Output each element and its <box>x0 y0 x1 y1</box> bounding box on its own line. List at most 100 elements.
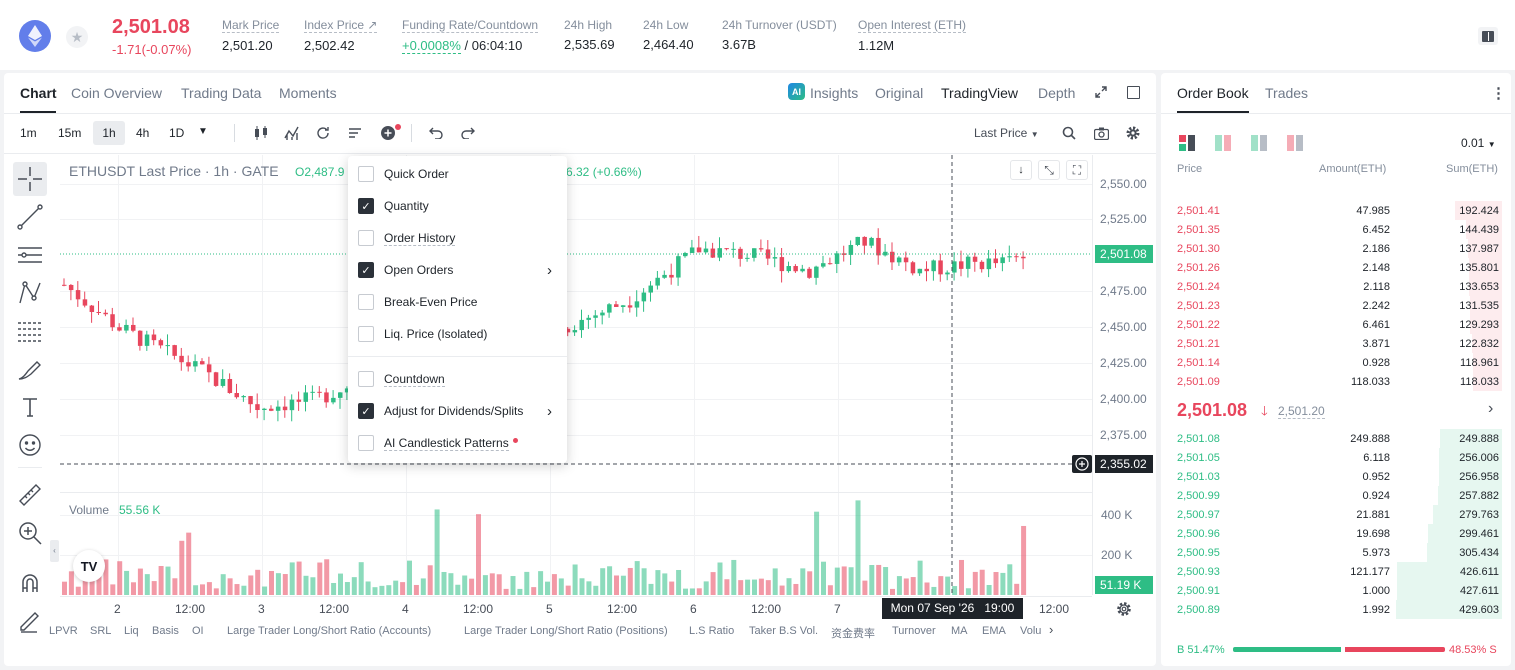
ask-row[interactable]: 2,501.35 6.452 144.439 <box>1168 220 1502 239</box>
refresh-icon[interactable] <box>314 124 332 142</box>
tab-depth[interactable]: Depth <box>1038 85 1076 101</box>
stat-label[interactable]: Open Interest (ETH) <box>858 18 967 33</box>
view-asks-icon[interactable] <box>1251 135 1267 154</box>
window-icon[interactable] <box>1127 86 1140 99</box>
menu-item-countdown[interactable]: Countdown <box>358 371 445 387</box>
pattern-icon[interactable] <box>16 279 44 310</box>
interval-1d[interactable]: 1D <box>169 126 185 140</box>
ask-row[interactable]: 2,501.41 47.985 192.424 <box>1168 201 1502 220</box>
template-icon[interactable] <box>346 124 364 142</box>
maximize-icon[interactable]: ⛶ <box>1066 160 1088 180</box>
indicator-lpvr[interactable]: LPVR <box>49 625 78 637</box>
more-options-icon[interactable]: ⋮ <box>1491 85 1506 102</box>
bid-row[interactable]: 2,500.96 19.698 299.461 <box>1168 524 1502 543</box>
interval-dropdown-icon[interactable]: ▼ <box>198 126 208 137</box>
tab-order-book[interactable]: Order Book <box>1177 85 1249 101</box>
collapse-icon[interactable]: ⤡ <box>1038 160 1060 180</box>
indicator-liq[interactable]: Liq <box>124 625 139 637</box>
magnet-icon[interactable] <box>16 570 44 601</box>
view-sells-icon[interactable] <box>1287 135 1303 154</box>
checkbox-checked[interactable]: ✓ <box>358 198 374 214</box>
tab-insights[interactable]: Insights <box>810 85 859 101</box>
bid-row[interactable]: 2,500.99 0.924 257.882 <box>1168 486 1502 505</box>
mid-mark-price[interactable]: 2,501.20 <box>1278 404 1325 419</box>
interval-1m[interactable]: 1m <box>20 126 37 140</box>
ask-row[interactable]: 2,501.14 0.928 118.961 <box>1168 353 1502 372</box>
bid-row[interactable]: 2,500.91 1.000 427.611 <box>1168 581 1502 600</box>
text-tool-icon[interactable] <box>16 393 44 424</box>
bid-row[interactable]: 2,500.97 21.881 279.763 <box>1168 505 1502 524</box>
menu-item-open-orders[interactable]: ✓ Open Orders › <box>358 262 558 279</box>
checkbox[interactable] <box>358 371 374 387</box>
pencil-lock-icon[interactable] <box>16 606 44 637</box>
undo-icon[interactable] <box>427 124 445 142</box>
precision-select[interactable]: 0.01 ▼ <box>1461 136 1496 150</box>
indicator-taker-vol[interactable]: Taker B.S Vol. <box>749 625 819 637</box>
search-icon[interactable] <box>1061 125 1077 141</box>
tab-tradingview[interactable]: TradingView <box>941 85 1019 101</box>
add-plus-icon[interactable] <box>379 124 397 142</box>
add-order-icon[interactable] <box>1072 455 1092 473</box>
ask-row[interactable]: 2,501.09 118.033 118.033 <box>1168 372 1502 391</box>
emoji-icon[interactable] <box>16 431 44 462</box>
ask-row[interactable]: 2,501.26 2.148 135.801 <box>1168 258 1502 277</box>
ask-row[interactable]: 2,501.22 6.461 129.293 <box>1168 315 1502 334</box>
indicator-ls-accounts[interactable]: Large Trader Long/Short Ratio (Accounts) <box>227 625 432 637</box>
candlestick-type-icon[interactable] <box>252 124 270 142</box>
ruler-icon[interactable] <box>16 481 44 512</box>
bid-row[interactable]: 2,500.95 5.973 305.434 <box>1168 543 1502 562</box>
menu-item-ai-candlestick[interactable]: AI Candlestick Patterns <box>358 435 518 451</box>
interval-4h[interactable]: 4h <box>136 126 150 140</box>
indicators-icon[interactable] <box>283 124 301 142</box>
indicator-funding-rate[interactable]: 资金费率 <box>831 628 875 640</box>
menu-item-order-history[interactable]: Order History <box>358 230 456 246</box>
chevron-right-icon[interactable]: › <box>1049 622 1054 637</box>
checkbox[interactable] <box>358 230 374 246</box>
checkbox-checked[interactable]: ✓ <box>358 403 374 419</box>
menu-item-quantity[interactable]: ✓ Quantity <box>358 198 429 214</box>
tab-trading-data[interactable]: Trading Data <box>181 85 262 101</box>
bid-row[interactable]: 2,501.08 249.888 249.888 <box>1168 429 1502 448</box>
indicator-srl[interactable]: SRL <box>90 625 112 637</box>
trendline-icon[interactable] <box>16 203 44 234</box>
settings-gear-icon[interactable] <box>1125 125 1141 141</box>
favorite-star-icon[interactable]: ★ <box>66 26 88 48</box>
collapse-toolbar-icon[interactable]: ‹ <box>50 540 59 562</box>
redo-icon[interactable] <box>459 124 477 142</box>
book-icon[interactable] <box>1478 27 1498 45</box>
bid-row[interactable]: 2,501.05 6.118 256.006 <box>1168 448 1502 467</box>
tab-moments[interactable]: Moments <box>279 85 337 101</box>
scroll-down-icon[interactable]: ↓ <box>1010 160 1032 180</box>
tab-trades[interactable]: Trades <box>1265 85 1309 101</box>
horizontal-lines-icon[interactable] <box>16 241 44 272</box>
menu-item-adjust-dividends[interactable]: ✓ Adjust for Dividends/Splits › <box>358 403 558 420</box>
indicator-turnover[interactable]: Turnover <box>892 625 936 637</box>
ask-row[interactable]: 2,501.24 2.118 133.653 <box>1168 277 1502 296</box>
indicator-ls-positions[interactable]: Large Trader Long/Short Ratio (Positions… <box>464 625 668 637</box>
indicator-ema[interactable]: EMA <box>982 625 1006 637</box>
indicator-basis[interactable]: Basis <box>152 625 179 637</box>
bid-row[interactable]: 2,500.89 1.992 429.603 <box>1168 600 1502 619</box>
ask-row[interactable]: 2,501.21 3.871 122.832 <box>1168 334 1502 353</box>
tradingview-logo-icon[interactable]: TV <box>73 550 105 582</box>
interval-1h[interactable]: 1h <box>93 121 125 145</box>
checkbox[interactable] <box>358 435 374 451</box>
chart-settings-icon[interactable] <box>1116 601 1132 620</box>
tab-coin-overview[interactable]: Coin Overview <box>71 85 163 101</box>
view-both-icon[interactable] <box>1179 135 1195 154</box>
funding-rate[interactable]: +0.0008% <box>402 38 461 54</box>
indicator-ls-ratio[interactable]: L.S Ratio <box>689 625 735 637</box>
interval-15m[interactable]: 15m <box>58 126 82 140</box>
tab-original[interactable]: Original <box>875 85 924 101</box>
expand-icon[interactable] <box>1093 84 1109 100</box>
stat-label[interactable]: Mark Price <box>222 18 280 33</box>
stat-label[interactable]: Index Price ↗ <box>304 18 378 33</box>
indicator-oi[interactable]: OI <box>192 625 204 637</box>
fib-retracement-icon[interactable] <box>16 317 44 348</box>
stat-label[interactable]: Funding Rate/Countdown <box>402 18 539 33</box>
menu-item-quick-order[interactable]: Quick Order <box>358 166 449 182</box>
view-bids-icon[interactable] <box>1215 135 1231 154</box>
indicator-volume[interactable]: Volu <box>1020 625 1042 637</box>
indicator-ma[interactable]: MA <box>951 625 968 637</box>
ask-row[interactable]: 2,501.30 2.186 137.987 <box>1168 239 1502 258</box>
